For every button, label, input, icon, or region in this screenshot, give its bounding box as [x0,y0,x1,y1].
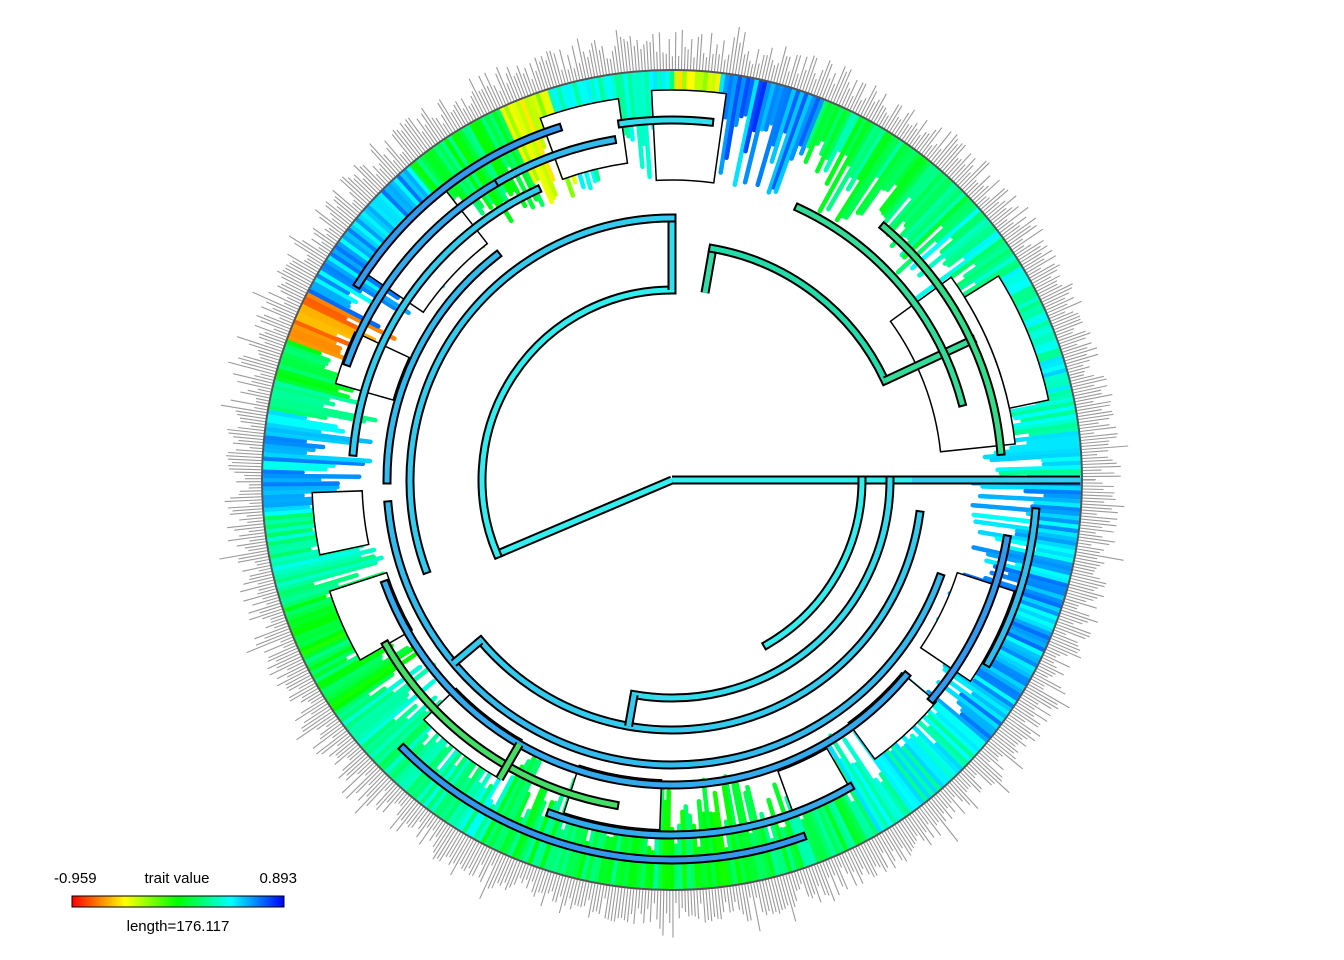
legend-title: trait value [144,870,209,887]
tip-labels [219,26,1129,938]
trait-color-band [261,69,1083,891]
tree-branches [342,115,1080,865]
tree-outer-ring [261,69,1083,891]
legend-min-label: -0.959 [54,870,97,887]
legend-color-bar [71,895,285,908]
legend-max-label: 0.893 [259,870,297,887]
legend-length-label: length=176.117 [127,918,230,935]
color-legend: -0.959 trait value 0.893 length=176.117 [54,870,297,935]
